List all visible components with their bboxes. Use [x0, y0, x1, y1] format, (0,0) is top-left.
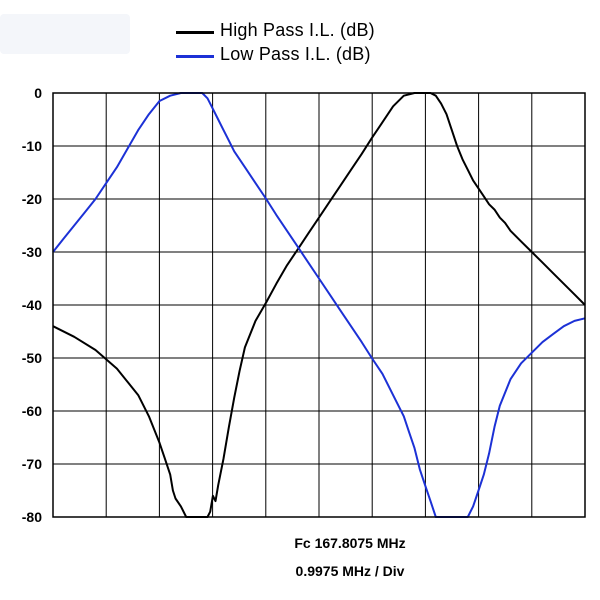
y-tick-label: -10: [22, 138, 42, 154]
legend-entry-high-pass: High Pass I.L. (dB): [168, 20, 468, 44]
legend-entry-low-pass: Low Pass I.L. (dB): [168, 44, 468, 68]
series-line-high-pass: [52, 92, 586, 518]
series-line-low-pass: [52, 92, 586, 518]
legend-label-low-pass: Low Pass I.L. (dB): [220, 44, 371, 64]
y-tick-label: -80: [22, 509, 42, 525]
legend-line-high-pass: [176, 31, 214, 34]
y-tick-label: 0: [34, 85, 42, 101]
center-frequency-label: Fc 167.8075 MHz: [294, 535, 406, 551]
y-tick-labels: 0 -10 -20 -30 -40 -50 -60 -70 -80: [22, 85, 42, 525]
plot-frame: [52, 92, 586, 518]
y-tick-label: -70: [22, 456, 42, 472]
grid: [53, 93, 585, 517]
y-tick-label: -50: [22, 350, 42, 366]
legend-line-low-pass: [176, 55, 214, 58]
y-tick-label: -30: [22, 244, 42, 260]
series-lines: [52, 92, 586, 518]
blurred-region: [0, 14, 130, 54]
y-tick-label: -40: [22, 297, 42, 313]
y-tick-label: -20: [22, 191, 42, 207]
y-tick-label: -60: [22, 403, 42, 419]
chart-legend: High Pass I.L. (dB) Low Pass I.L. (dB): [168, 20, 468, 68]
scale-label: 0.9975 MHz / Div: [295, 563, 405, 579]
legend-label-high-pass: High Pass I.L. (dB): [220, 20, 375, 40]
